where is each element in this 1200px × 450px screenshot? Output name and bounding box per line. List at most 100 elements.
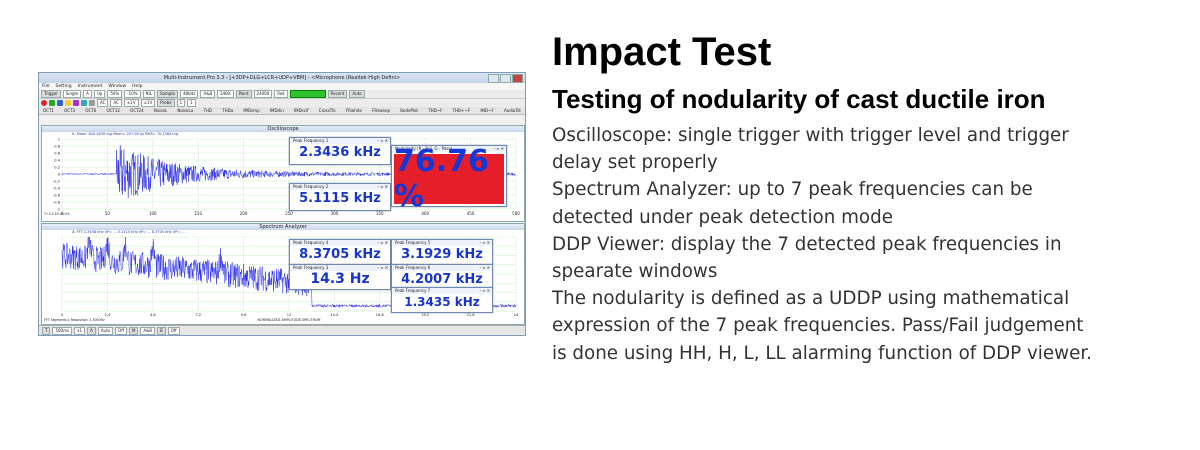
math-select[interactable]: A&B — [140, 326, 156, 335]
trigger-mode-select[interactable]: Single — [62, 90, 82, 98]
x-tick-label: 0 — [61, 313, 64, 317]
tab-noisela[interactable]: NoiseLa — [177, 108, 194, 113]
tab-imddin[interactable]: IMDdin — [269, 108, 284, 113]
tab-frsweep[interactable]: FRsweep — [372, 108, 391, 113]
peak-frequency-6-value: 4.2007 kHz — [401, 272, 483, 287]
range-b-select[interactable]: ±1V — [140, 99, 156, 107]
channel-select[interactable]: A&B — [200, 90, 216, 98]
close-icon[interactable]: – ▫ ✕ — [479, 265, 490, 270]
bottom-status-bar: T 500ms x1 A Auto Off M A&B B Off — [39, 325, 525, 335]
y-tick-label: 0.2 — [54, 166, 60, 170]
point-field[interactable]: 24000 — [253, 90, 273, 98]
probe-a-select[interactable]: 1 — [176, 99, 186, 107]
tab-bodeplot[interactable]: BodePlot — [400, 108, 418, 113]
y-tick-label: 0.6 — [54, 152, 60, 156]
record-icon[interactable] — [41, 100, 47, 106]
tab-frwhite[interactable]: FRwhite — [345, 108, 362, 113]
probe-b-select[interactable]: 1 — [187, 99, 196, 107]
y-tick-label: -0.6 — [53, 194, 61, 198]
folder-icon[interactable] — [65, 100, 71, 106]
peak-frequency-3-viewer[interactable]: Peak Frequency 3 – ▫ ✕ 14.3 Hz — [289, 264, 391, 290]
close-icon[interactable]: – ▫ ✕ — [479, 288, 490, 293]
range-a-select[interactable]: ±1V — [123, 99, 139, 107]
x-tick-label: 200 — [240, 211, 248, 216]
tab-imdccif[interactable]: IMDccif — [293, 108, 309, 113]
print-icon[interactable] — [81, 100, 87, 106]
description-line: DDP Viewer: display the 7 detected peak … — [552, 233, 1062, 255]
trigger-delay-field[interactable]: -10% — [124, 90, 141, 98]
menu-instrument[interactable]: Instrument — [77, 84, 103, 89]
tab-oct1[interactable]: OCT1 — [43, 108, 54, 113]
peak-frequency-4-viewer[interactable]: Peak Frequency 4 – ▫ ✕ 8.3705 kHz — [289, 239, 391, 265]
open-icon[interactable] — [57, 100, 63, 106]
close-icon[interactable]: – ▫ ✕ — [377, 240, 388, 245]
tab-oct24[interactable]: OCT24 — [130, 108, 144, 113]
run-icon[interactable] — [49, 100, 55, 106]
peak-frequency-5-value: 3.1929 kHz — [401, 247, 483, 262]
close-icon[interactable]: – ▫ ✕ — [479, 240, 490, 245]
close-icon[interactable]: – ▫ ✕ — [377, 138, 388, 143]
nodularity-value: 76.76 % — [394, 144, 504, 214]
tab-audiotst[interactable]: AudioTst — [503, 108, 521, 113]
zoom-select[interactable]: x1 — [74, 326, 85, 335]
x-tick-label: 250 — [285, 211, 293, 216]
level-indicator — [289, 90, 326, 98]
tab-thd[interactable]: THD — [203, 108, 212, 113]
tab-crosstlk[interactable]: CrossTlk — [318, 108, 336, 113]
roll-checkbox[interactable]: Roll — [274, 90, 288, 98]
spectrum-info: A: FFT 2.3438 kHz VP= ... 5.1115 kHz VP=… — [72, 230, 185, 234]
sample-rate-select[interactable]: 48kHz — [179, 90, 199, 98]
timebase-select[interactable]: 500ms — [52, 326, 73, 335]
tab-thd-f[interactable]: THD~F — [428, 108, 443, 113]
peak-frequency-7-viewer[interactable]: Peak Frequency 7 – ▫ ✕ 1.3435 kHz — [391, 287, 493, 313]
toolbar: Trigger Single A Up 50% -10% NIL Sample … — [39, 90, 525, 99]
tab-imdsmp[interactable]: IMDsmp — [243, 108, 260, 113]
x-tick-label: 4.8 — [150, 313, 156, 317]
coupling-a-select[interactable]: AC — [97, 99, 109, 107]
bit-depth-select[interactable]: 24Bit — [217, 90, 234, 98]
maximize-icon[interactable] — [500, 74, 511, 83]
coupling-b-select[interactable]: AC — [110, 99, 122, 107]
window-controls — [488, 74, 523, 83]
save-icon[interactable] — [73, 100, 79, 106]
menu-help[interactable]: Help — [132, 84, 143, 89]
close-icon[interactable]: – ▫ ✕ — [377, 184, 388, 189]
channel-a-range-select[interactable]: Auto — [97, 326, 114, 335]
nodularity-viewer[interactable]: Nodularity (R - Fail, G - Pass) – ▫ ✕ 76.… — [391, 144, 507, 214]
trigger-nil-select[interactable]: NIL — [142, 90, 155, 98]
trigger-level-field[interactable]: 50% — [107, 90, 123, 98]
zoom-icon[interactable] — [89, 100, 95, 106]
y-tick-label: -0.2 — [53, 180, 60, 184]
menu-window[interactable]: Window — [108, 84, 127, 89]
description-text: Oscilloscope: single trigger with trigge… — [552, 122, 1192, 367]
tab-imd-f[interactable]: IMD~F — [480, 108, 494, 113]
auto-button[interactable]: Auto — [349, 90, 365, 98]
record-button[interactable]: Record — [327, 90, 348, 98]
peak-frequency-1-viewer[interactable]: Peak Frequency 1 – ▫ ✕ 2.3436 kHz — [289, 137, 391, 165]
close-icon[interactable]: – ▫ ✕ — [493, 146, 504, 151]
x-tick-label: 100 — [149, 211, 157, 216]
peak-frequency-5-viewer[interactable]: Peak Frequency 5 – ▫ ✕ 3.1929 kHz — [391, 239, 493, 265]
tab-oct3[interactable]: OCT3 — [64, 108, 76, 113]
tab-noisel[interactable]: NoiseL — [153, 108, 168, 113]
trigger-source-select[interactable]: A — [83, 90, 92, 98]
peak-frequency-2-viewer[interactable]: Peak Frequency 2 – ▫ ✕ 5.1115 kHz — [289, 183, 391, 211]
tab-thda[interactable]: THDa — [222, 108, 234, 113]
peak-frequency-6-viewer[interactable]: Peak Frequency 6 – ▫ ✕ 4.2007 kHz — [391, 264, 493, 290]
trigger-edge-select[interactable]: Up — [93, 90, 106, 98]
channel-a-offset-select[interactable]: Off — [115, 326, 127, 335]
tab-oct12[interactable]: OCT12 — [106, 108, 120, 113]
close-icon[interactable] — [512, 74, 523, 83]
close-icon[interactable]: – ▫ ✕ — [377, 265, 388, 270]
x-tick-label: 7.2 — [195, 313, 201, 317]
oscilloscope-info: A: Mean: 840.2639 mg Mean= 207.90 µs RMS… — [72, 132, 179, 136]
x-tick-label: 450 — [467, 211, 475, 216]
viewer-title: Peak Frequency 7 — [395, 288, 431, 293]
tab-thd-f[interactable]: THD+~F — [452, 108, 471, 113]
tab-oct6[interactable]: OCT6 — [85, 108, 97, 113]
menu-file[interactable]: File — [42, 84, 50, 89]
x-tick-label: 9.6 — [241, 313, 247, 317]
channel-b-select[interactable]: Off — [167, 326, 180, 335]
minimize-icon[interactable] — [488, 74, 499, 83]
menu-setting[interactable]: Setting — [55, 84, 72, 89]
